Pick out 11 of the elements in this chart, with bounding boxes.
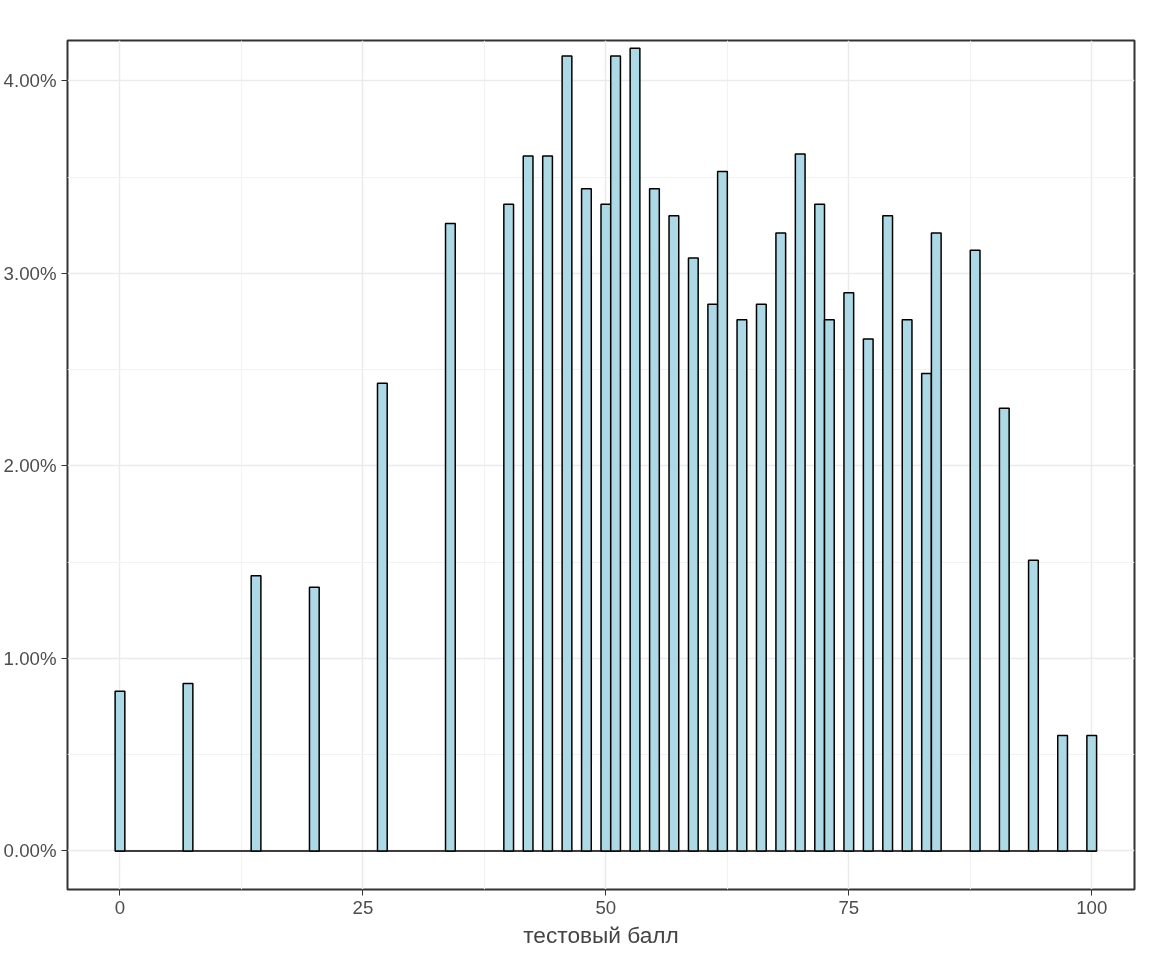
x-tick-label: 0 [114, 896, 126, 918]
y-tick-label: 0.00% [3, 840, 57, 862]
x-tick-label: 100 [1076, 896, 1108, 918]
x-axis-title: тестовый балл [523, 921, 679, 948]
y-tick-label: 1.00% [3, 647, 57, 669]
y-tick-label: 2.00% [3, 455, 57, 477]
y-tick-label: 4.00% [3, 70, 57, 92]
x-tick-label: 25 [352, 896, 374, 918]
x-tick-label: 50 [595, 896, 617, 918]
x-tick-label: 75 [838, 896, 860, 918]
y-tick-label: 3.00% [3, 262, 57, 284]
